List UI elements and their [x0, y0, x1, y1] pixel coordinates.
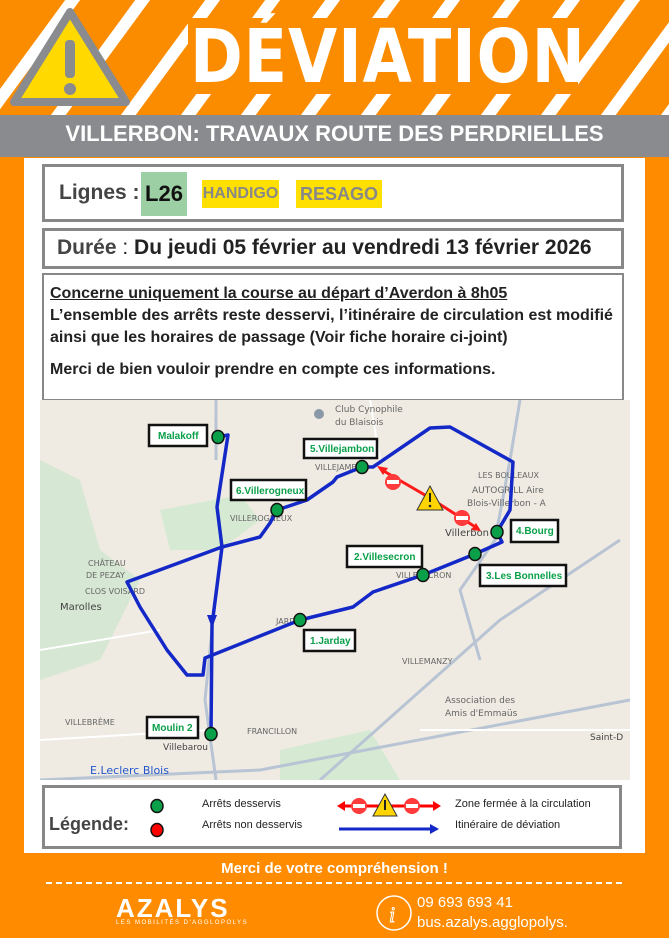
map-place-labels: Club Cynophile du Blaisois VILLEJAMBON L… — [60, 405, 623, 777]
stop-label-moulin-2: Moulin 2 — [145, 715, 200, 740]
info-box: Concerne uniquement la course au départ … — [42, 273, 624, 401]
stop-marker[interactable] — [211, 429, 225, 445]
route-arrow-icon — [207, 615, 217, 628]
poi-icon — [314, 409, 324, 419]
page-title: DÉVIATION — [190, 14, 586, 100]
azalys-tagline: LES MOBILITÉS D'AGGLOPOLYS — [116, 920, 249, 926]
place-label: AUTOGRILL Aire — [472, 486, 544, 496]
place-label: Villebarou — [163, 743, 208, 753]
place-label: Marolles — [60, 602, 102, 613]
duration-separator: : — [116, 236, 135, 259]
place-label: DE PEZAY — [86, 571, 125, 580]
stop-marker[interactable] — [204, 726, 218, 742]
svg-text:2.Villesecron: 2.Villesecron — [354, 552, 416, 563]
footer-thanks: Merci de votre compréhension ! — [221, 860, 448, 877]
legend-title: Légende: — [49, 814, 130, 834]
stop-label-jarday: 1.Jarday — [302, 628, 357, 653]
info-request: Merci de bien vouloir prendre en compte … — [50, 361, 496, 378]
place-label: du Blaisois — [335, 418, 384, 428]
warning-icon — [416, 484, 444, 511]
map-background — [40, 400, 630, 780]
place-label: Villerbon — [445, 528, 489, 539]
detour-map: Club Cynophile du Blaisois VILLEJAMBON L… — [40, 400, 630, 780]
stop-markers — [204, 429, 504, 742]
place-label: VILLEJAMBON — [315, 463, 369, 472]
detour-route — [125, 425, 515, 735]
duration-label: Durée — [57, 236, 117, 259]
svg-text:6.Villerogneux: 6.Villerogneux — [236, 486, 305, 497]
place-label: FRANCILLON — [247, 727, 297, 736]
stop-marker[interactable] — [416, 567, 430, 583]
stop-label-malakoff: Malakoff — [147, 423, 209, 448]
lines-box: Lignes : L26 HANDIGO RESAGO — [42, 164, 624, 222]
no-entry-icon — [454, 510, 470, 526]
legend-closed: Zone fermée à la circulation — [455, 798, 591, 810]
place-label: VILLEROGNEUX — [230, 514, 293, 523]
svg-text:3.Les Bonnelles: 3.Les Bonnelles — [486, 571, 563, 582]
info-details: L’ensemble des arrêts reste desservi, l’… — [50, 307, 613, 346]
place-label: VILLEBRÊME — [65, 716, 115, 727]
stop-marker[interactable] — [490, 524, 504, 540]
lines-label: Lignes : — [59, 181, 140, 204]
svg-text:5.Villejambon: 5.Villejambon — [310, 444, 374, 455]
place-label: Association des — [445, 696, 515, 706]
stop-dots-icon — [150, 798, 164, 838]
info-icon: i — [376, 895, 412, 931]
azalys-logo: AZALYS — [116, 893, 230, 923]
line-badge-resago: RESAGO — [296, 180, 382, 208]
place-label: VILLEMANZY — [402, 657, 453, 666]
stop-label-bourg: 4.Bourg — [509, 518, 560, 544]
place-label: E.Leclerc Blois — [90, 764, 169, 777]
stop-marker[interactable] — [270, 502, 284, 518]
subtitle: VILLERBON: TRAVAUX ROUTE DES PERDRIELLES — [0, 115, 669, 157]
stop-label-villejambon: 5.Villejambon — [302, 437, 379, 460]
place-label: Club Cynophile — [335, 405, 403, 415]
unserved-stop-icon — [150, 822, 164, 838]
place-label: JARDAY — [275, 617, 305, 626]
info-scope: Concerne uniquement la course au départ … — [50, 285, 508, 302]
divider — [46, 882, 622, 884]
place-label: LES BOULEAUX — [478, 471, 539, 480]
warning-triangle-icon — [10, 8, 130, 106]
duration-box: Durée : Du jeudi 05 février au vendredi … — [42, 228, 624, 269]
line-badge-handigo: HANDIGO — [202, 180, 279, 208]
place-label: Saint-D — [590, 733, 623, 743]
phone-number[interactable]: 09 693 693 41 — [417, 894, 513, 911]
closed-zone-icon — [337, 792, 441, 834]
stop-label-villesecron: 2.Villesecron — [345, 544, 424, 569]
served-stop-icon — [150, 798, 164, 814]
place-label: Amis d'Emmaüs — [445, 709, 518, 719]
stop-marker[interactable] — [293, 612, 307, 628]
stop-label-villerogneux: 6.Villerogneux — [229, 478, 308, 502]
line-badge-l26: L26 — [141, 172, 187, 216]
svg-text:Malakoff: Malakoff — [158, 431, 199, 442]
legend-served: Arrêts desservis — [202, 798, 281, 810]
legend-not-served: Arrêts non desservis — [202, 819, 303, 831]
website-link[interactable]: bus.azalys.agglopolys. — [417, 914, 568, 931]
svg-text:4.Bourg: 4.Bourg — [516, 526, 554, 537]
svg-text:i: i — [389, 902, 395, 927]
stop-label-les-bonnelles: 3.Les Bonnelles — [478, 563, 568, 588]
closed-zone — [377, 466, 481, 531]
header-banner: DÉVIATION — [0, 0, 669, 115]
svg-text:1.Jarday: 1.Jarday — [310, 636, 351, 647]
duration-value: Du jeudi 05 février au vendredi 13 févri… — [134, 236, 592, 259]
place-label: Blois-Villerbon - A — [467, 499, 547, 509]
hazard-stripes — [0, 0, 669, 115]
legend-detour: Itinéraire de déviation — [455, 819, 561, 831]
stop-marker[interactable] — [468, 546, 482, 562]
place-label: CHÂTEAU — [88, 557, 126, 568]
svg-text:Moulin 2: Moulin 2 — [152, 723, 193, 734]
place-label: CLOS VOISARD — [85, 587, 145, 596]
legend: Légende: Arrêts desservis Arrêts non des… — [42, 785, 622, 849]
no-entry-icon — [385, 474, 401, 490]
stop-marker[interactable] — [355, 459, 369, 475]
